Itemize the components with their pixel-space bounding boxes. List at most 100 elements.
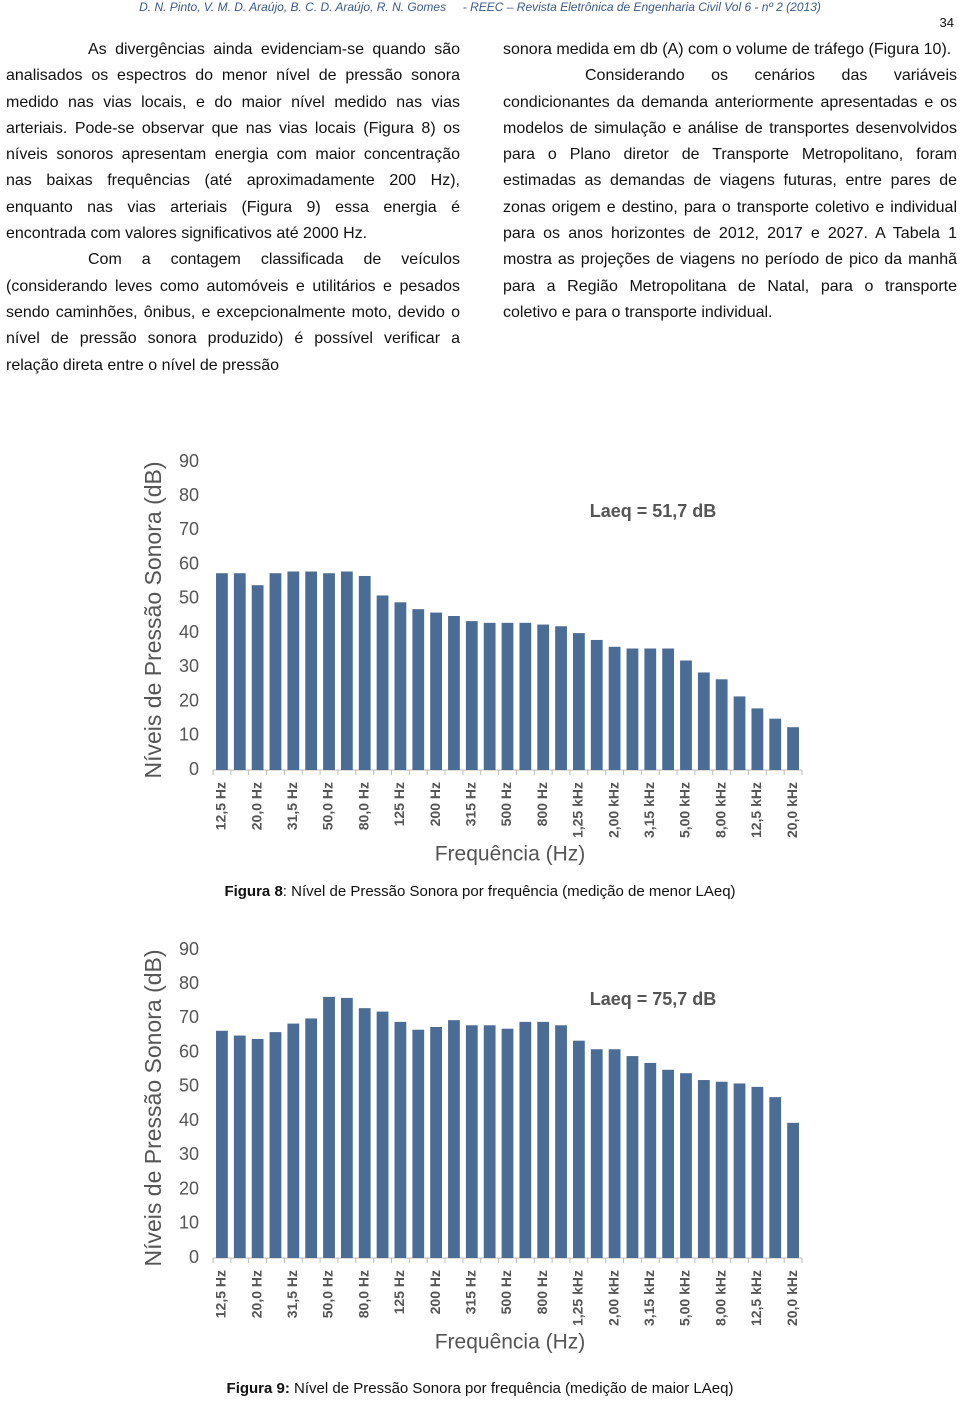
y-tick-label: 50 (179, 1076, 199, 1096)
y-tick-label: 20 (179, 690, 199, 710)
bar (394, 602, 407, 770)
y-tick-label: 30 (179, 656, 199, 676)
left-column: As divergências ainda evidenciam-se quan… (6, 37, 460, 379)
chart: Níveis de Pressão Sonora (dB) 0 10 20 30 40 50… (140, 451, 803, 866)
bar (465, 1025, 478, 1258)
bar (787, 727, 799, 770)
bar (715, 679, 728, 770)
bar (323, 996, 335, 1258)
bar (287, 571, 300, 770)
y-tick-label: 90 (179, 939, 199, 959)
bar (626, 648, 639, 770)
x-tick-label: 800 Hz (534, 782, 550, 826)
x-tick-label: 125 Hz (391, 782, 407, 826)
bar (412, 609, 425, 770)
chart: Níveis de Pressão Sonora (dB) 0 10 20 30 40 50… (140, 939, 803, 1354)
bar (430, 612, 442, 770)
bar (448, 616, 460, 770)
x-tick-label: 315 Hz (463, 1270, 479, 1314)
bar (680, 1073, 692, 1258)
bar (590, 1049, 603, 1258)
bar (233, 573, 246, 770)
x-tick-label: 50,0 Hz (320, 782, 336, 830)
caption-text: : Nível de Pressão Sonora por frequência… (282, 883, 736, 900)
annotation: Laeq = 51,7 dB (590, 501, 717, 521)
bar (751, 708, 764, 770)
x-tick-label: 31,5 Hz (284, 1270, 300, 1318)
y-tick-label: 40 (179, 622, 199, 642)
figure-caption: Figura 8: Nível de Pressão Sonora por fr… (0, 883, 960, 900)
paragraph: Com a contagem classificada de veículos … (6, 251, 460, 374)
bar (751, 1086, 764, 1258)
annotation: Laeq = 75,7 dB (590, 989, 717, 1009)
running-header: D. N. Pinto, V. M. D. Araújo, B. C. D. A… (0, 0, 960, 14)
caption-text: Nível de Pressão Sonora por frequência (… (289, 1380, 734, 1397)
bar (733, 696, 746, 770)
bar (323, 573, 335, 770)
bar (715, 1081, 728, 1258)
bar (590, 639, 603, 770)
y-tick-label: 30 (179, 1144, 199, 1164)
bar (644, 648, 657, 770)
x-tick-label: 500 Hz (498, 1270, 514, 1314)
x-tick-label: 20,0 Hz (248, 1270, 264, 1318)
y-tick-label: 80 (179, 973, 199, 993)
bar (448, 1020, 460, 1258)
y-tick-label: 80 (179, 485, 199, 505)
y-tick-label: 70 (179, 1007, 199, 1027)
y-axis-label: Níveis de Pressão Sonora (dB) (140, 949, 166, 1266)
x-tick-label: 12,5 kHz (748, 782, 764, 838)
x-tick-label: 3,15 kHz (641, 1270, 657, 1326)
y-tick-label: 20 (179, 1178, 199, 1198)
y-tick-label: 0 (189, 759, 199, 779)
right-column: sonora medida em db (A) com o volume de … (503, 37, 957, 326)
bar (662, 648, 675, 770)
bar (555, 1025, 567, 1258)
bar (787, 1122, 799, 1258)
x-tick-label: 12,5 kHz (748, 1270, 764, 1326)
bar (269, 573, 282, 770)
bar (412, 1029, 425, 1258)
bar (483, 622, 496, 770)
bar (376, 1011, 389, 1258)
x-tick-label: 8,00 kHz (712, 782, 728, 838)
bar (233, 1035, 246, 1258)
x-tick-label: 8,00 kHz (712, 1270, 728, 1326)
bar (680, 660, 692, 770)
caption-label: Figura 9: (226, 1380, 290, 1397)
bar (216, 1030, 228, 1258)
x-tick-label: 500 Hz (498, 782, 514, 826)
paragraph: sonora medida em db (A) com o volume de … (503, 41, 952, 58)
paragraph: As divergências ainda evidenciam-se quan… (6, 41, 460, 243)
bar (769, 1097, 782, 1258)
bar (269, 1032, 282, 1258)
x-tick-label: 1,25 kHz (570, 782, 586, 838)
header-authors: D. N. Pinto, V. M. D. Araújo, B. C. D. A… (139, 0, 447, 14)
y-tick-label: 70 (179, 519, 199, 539)
header-journal: - REEC – Revista Eletrônica de Engenhari… (462, 0, 821, 14)
y-tick-label: 10 (179, 725, 199, 745)
caption-label: Figura 8 (224, 883, 283, 900)
bar (537, 624, 550, 770)
y-tick-label: 0 (189, 1247, 199, 1267)
bar (305, 1018, 318, 1258)
paragraph: Considerando os cenários das variáveis c… (503, 67, 957, 321)
bar (519, 622, 532, 770)
bar (573, 1040, 585, 1258)
bar (501, 1028, 514, 1258)
y-tick-label: 10 (179, 1213, 199, 1233)
bar (662, 1069, 675, 1258)
bar (733, 1083, 746, 1258)
bar (430, 1027, 442, 1258)
y-axis-label: Níveis de Pressão Sonora (dB) (140, 461, 166, 778)
x-tick-label: 20,0 kHz (784, 1270, 800, 1326)
bar (340, 571, 353, 770)
x-tick-label: 31,5 Hz (284, 782, 300, 830)
x-tick-label: 200 Hz (427, 782, 443, 826)
x-tick-label: 1,25 kHz (570, 1270, 586, 1326)
y-tick-label: 50 (179, 588, 199, 608)
bar (501, 622, 514, 770)
bar (519, 1021, 532, 1258)
bar (394, 1021, 407, 1258)
